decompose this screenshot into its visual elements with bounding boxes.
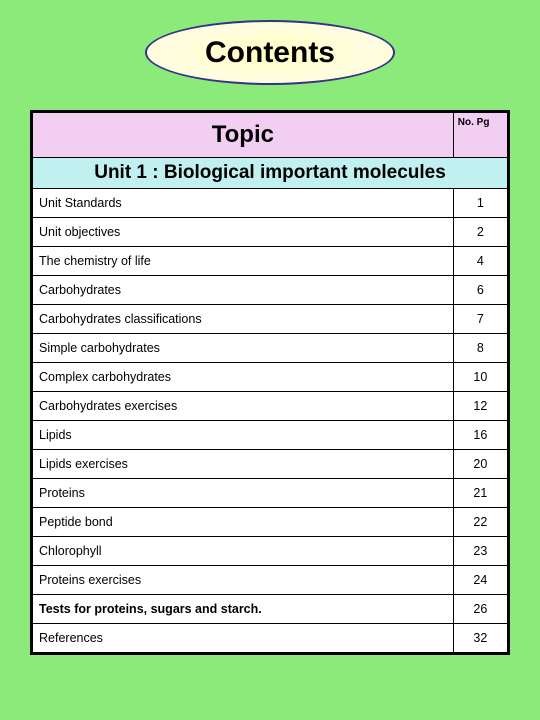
topic-cell: Proteins exercises <box>32 566 454 595</box>
topic-cell: Proteins <box>32 479 454 508</box>
page-cell: 4 <box>453 247 508 276</box>
contents-table: Topic No. Pg Unit 1 : Biological importa… <box>30 110 510 655</box>
table-row: Carbohydrates classifications7 <box>32 305 509 334</box>
topic-cell: The chemistry of life <box>32 247 454 276</box>
page-cell: 26 <box>453 595 508 624</box>
table-row: Carbohydrates exercises12 <box>32 392 509 421</box>
table-row: Simple carbohydrates8 <box>32 334 509 363</box>
topic-cell: Peptide bond <box>32 508 454 537</box>
page-cell: 10 <box>453 363 508 392</box>
page-cell: 2 <box>453 218 508 247</box>
unit-heading: Unit 1 : Biological important molecules <box>32 158 509 189</box>
table-row: Unit objectives2 <box>32 218 509 247</box>
page-column-header: No. Pg <box>453 112 508 158</box>
page-cell: 23 <box>453 537 508 566</box>
topic-cell: Unit objectives <box>32 218 454 247</box>
topic-column-header: Topic <box>32 112 454 158</box>
unit-name: Biological important molecules <box>164 162 446 183</box>
table-row: Chlorophyll23 <box>32 537 509 566</box>
page-cell: 16 <box>453 421 508 450</box>
topic-cell: Chlorophyll <box>32 537 454 566</box>
table-row: Unit Standards1 <box>32 189 509 218</box>
page-cell: 24 <box>453 566 508 595</box>
table-row: Peptide bond22 <box>32 508 509 537</box>
topic-cell: Tests for proteins, sugars and starch. <box>32 595 454 624</box>
topic-cell: Lipids <box>32 421 454 450</box>
page-cell: 32 <box>453 624 508 654</box>
title-oval: Contents <box>145 20 395 85</box>
page-cell: 1 <box>453 189 508 218</box>
topic-cell: Simple carbohydrates <box>32 334 454 363</box>
table-row: Proteins21 <box>32 479 509 508</box>
page-cell: 7 <box>453 305 508 334</box>
topic-cell: Carbohydrates exercises <box>32 392 454 421</box>
table-row: Lipids16 <box>32 421 509 450</box>
topic-cell: Carbohydrates <box>32 276 454 305</box>
page-cell: 6 <box>453 276 508 305</box>
page-cell: 21 <box>453 479 508 508</box>
unit-label: Unit 1 : <box>94 162 158 183</box>
table-row: Proteins exercises24 <box>32 566 509 595</box>
table-row: Lipids exercises20 <box>32 450 509 479</box>
page-cell: 22 <box>453 508 508 537</box>
table-header-row: Topic No. Pg <box>32 112 509 158</box>
table-row: Carbohydrates6 <box>32 276 509 305</box>
table-row: The chemistry of life4 <box>32 247 509 276</box>
page-cell: 8 <box>453 334 508 363</box>
table-row: Complex carbohydrates10 <box>32 363 509 392</box>
page-cell: 20 <box>453 450 508 479</box>
topic-cell: References <box>32 624 454 654</box>
table-row: Tests for proteins, sugars and starch.26 <box>32 595 509 624</box>
unit-heading-row: Unit 1 : Biological important molecules <box>32 158 509 189</box>
topic-cell: Lipids exercises <box>32 450 454 479</box>
topic-cell: Unit Standards <box>32 189 454 218</box>
page-title: Contents <box>205 36 335 70</box>
table-row: References32 <box>32 624 509 654</box>
page-cell: 12 <box>453 392 508 421</box>
topic-cell: Complex carbohydrates <box>32 363 454 392</box>
topic-cell: Carbohydrates classifications <box>32 305 454 334</box>
